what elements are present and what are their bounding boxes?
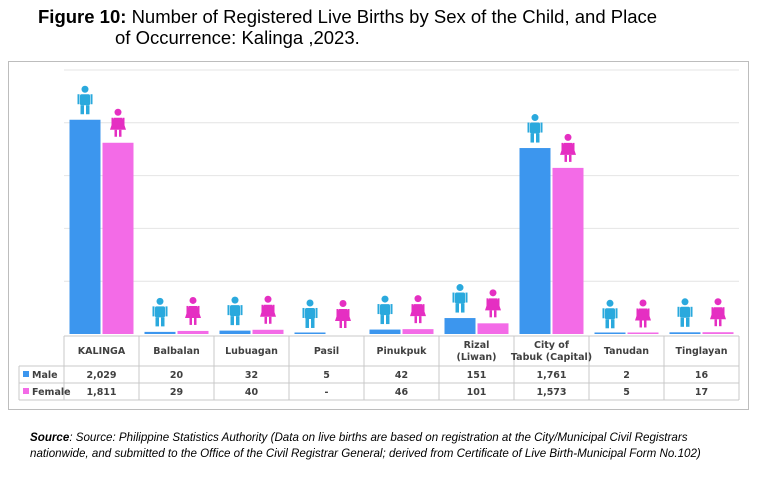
bar-female bbox=[627, 332, 659, 334]
bar-female bbox=[252, 329, 284, 334]
female-person-icon bbox=[410, 295, 426, 324]
bar-female bbox=[102, 142, 134, 334]
data-label: 101 bbox=[467, 387, 487, 398]
chart-area: KALINGA Balbalan Lubuagan Pasil Pinukpuk Riza… bbox=[8, 61, 749, 410]
figure-label: Figure 10: bbox=[38, 6, 127, 27]
bar-male bbox=[519, 148, 551, 334]
data-label: 32 bbox=[245, 370, 258, 381]
bar-female bbox=[402, 329, 434, 334]
data-label: 20 bbox=[170, 370, 184, 381]
source-label: Source bbox=[30, 431, 70, 444]
source-text: : Source: Philippine Statistics Authorit… bbox=[30, 431, 701, 460]
data-label: 151 bbox=[467, 370, 487, 381]
male-person-icon bbox=[302, 299, 318, 328]
data-label: 1,761 bbox=[536, 370, 566, 381]
data-label: 2 bbox=[623, 370, 630, 381]
bar-female bbox=[177, 330, 209, 334]
legend-label-female: Female bbox=[32, 387, 71, 398]
male-person-icon bbox=[377, 295, 393, 325]
male-person-icon bbox=[527, 114, 543, 143]
data-label: - bbox=[325, 387, 329, 398]
category-label: KALINGA bbox=[78, 346, 126, 357]
legend-swatch-male bbox=[23, 371, 29, 377]
category-label: Pasil bbox=[314, 346, 339, 357]
data-label: 46 bbox=[395, 387, 409, 398]
category-label: City of Tabuk (Capital) bbox=[511, 340, 592, 363]
legend-swatch-female bbox=[23, 388, 29, 394]
bar-male bbox=[369, 329, 401, 334]
figure-title-line1: Number of Registered Live Births by Sex … bbox=[131, 6, 658, 27]
female-person-icon bbox=[335, 300, 351, 328]
female-person-icon bbox=[260, 295, 276, 324]
data-label: 42 bbox=[395, 370, 408, 381]
female-person-icon bbox=[110, 108, 126, 137]
bar-female bbox=[477, 323, 509, 334]
legend-label-male: Male bbox=[32, 370, 58, 381]
data-label: 40 bbox=[245, 387, 259, 398]
category-label: Tanudan bbox=[604, 346, 649, 357]
male-person-icon bbox=[677, 298, 693, 327]
category-label: Balbalan bbox=[153, 346, 200, 357]
bar-female bbox=[552, 167, 584, 334]
female-person-icon bbox=[485, 289, 501, 318]
data-label: 1,811 bbox=[86, 387, 116, 398]
category-label: Rizal (Liwan) bbox=[457, 340, 497, 363]
bar-male bbox=[294, 332, 326, 334]
data-label: 5 bbox=[323, 370, 330, 381]
source-note: Source: Source: Philippine Statistics Au… bbox=[30, 430, 746, 461]
data-label: 1,573 bbox=[536, 387, 566, 398]
male-person-icon bbox=[227, 296, 243, 326]
figure-title-line2: of Occurrence: Kalinga ,2023. bbox=[115, 27, 360, 48]
bar-male bbox=[444, 318, 476, 334]
male-person-icon bbox=[152, 297, 168, 327]
category-label: Tinglayan bbox=[675, 346, 727, 357]
female-person-icon bbox=[560, 133, 576, 162]
bar-male bbox=[669, 332, 701, 334]
data-label: 5 bbox=[623, 387, 630, 398]
data-label: 2,029 bbox=[86, 370, 116, 381]
bar-male bbox=[219, 330, 251, 334]
category-label: Lubuagan bbox=[225, 346, 278, 357]
data-label: 17 bbox=[695, 387, 708, 398]
data-label: 29 bbox=[170, 387, 183, 398]
data-label: 16 bbox=[695, 370, 709, 381]
female-person-icon bbox=[710, 298, 726, 327]
bar-male bbox=[144, 331, 176, 334]
male-person-icon bbox=[77, 85, 93, 115]
bar-male bbox=[69, 119, 101, 334]
male-person-icon bbox=[452, 284, 468, 313]
figure-title: Figure 10: Number of Registered Live Bir… bbox=[38, 6, 738, 48]
category-label: Pinukpuk bbox=[377, 346, 428, 357]
bar-chart: KALINGA Balbalan Lubuagan Pasil Pinukpuk Riza… bbox=[18, 69, 740, 401]
female-person-icon bbox=[185, 296, 201, 325]
male-person-icon bbox=[602, 299, 618, 329]
bar-male bbox=[594, 332, 626, 334]
bar-female bbox=[702, 332, 734, 334]
female-person-icon bbox=[635, 299, 651, 328]
